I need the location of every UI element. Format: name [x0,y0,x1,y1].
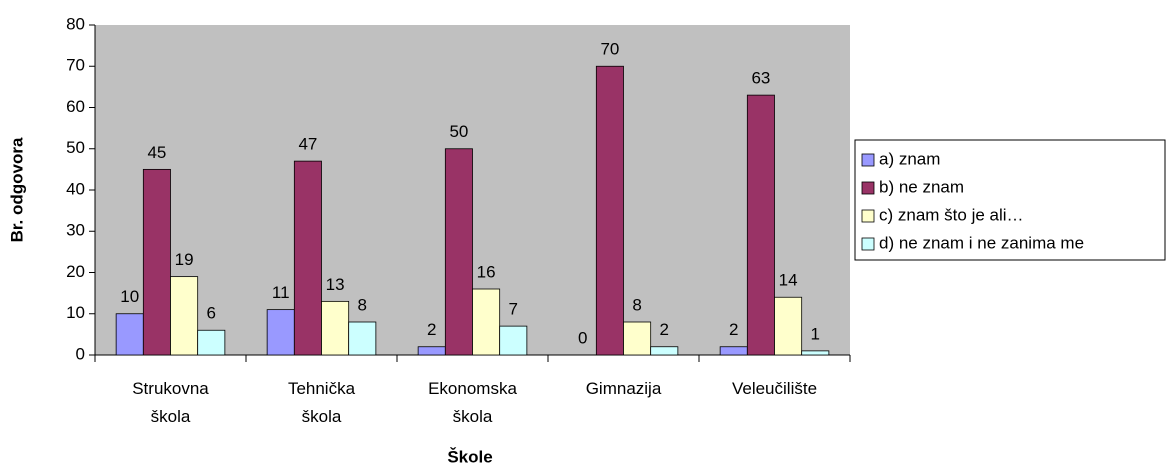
x-tick-label: Tehnička škola [288,379,356,426]
y-tick-label: 70 [66,56,85,75]
bar [348,321,377,356]
y-axis-title: Br. odgovora [7,137,26,242]
data-label: 11 [272,283,290,302]
bar [197,329,226,356]
data-label: 47 [298,135,317,154]
data-label: 2 [660,320,669,339]
bar [266,309,295,356]
bar [115,313,144,356]
legend-label: c) znam što je ali… [879,205,1024,224]
bar [417,346,446,356]
legend-label: b) ne znam [879,177,964,196]
legend-swatch [861,237,875,251]
bar [293,160,322,356]
y-tick-label: 0 [76,344,85,363]
y-tick-label: 40 [66,179,85,198]
bar [650,346,679,356]
data-label: 6 [207,304,216,323]
y-tick-label: 60 [66,97,85,116]
data-label: 2 [729,320,738,339]
legend-swatch [861,181,875,195]
legend-label: a) znam [879,149,940,168]
x-tick-label: Strukovna škola [132,379,209,426]
x-tick-label: Ekonomska škola [428,379,517,426]
legend-swatch [861,209,875,223]
bar [472,288,501,356]
bar [774,296,803,356]
data-label: 63 [751,69,770,88]
x-axis-title: Škole [447,447,492,466]
bar [746,94,775,356]
data-label: 10 [120,287,139,306]
x-tick-label: Veleučilište [732,379,817,398]
legend-swatch [861,153,875,167]
y-tick-label: 10 [66,303,85,322]
data-label: 1 [811,324,820,343]
y-tick-label: 80 [66,14,85,33]
y-tick-label: 50 [66,138,85,157]
bar [170,276,199,356]
bar [623,321,652,356]
legend-label: d) ne znam i ne zanima me [879,233,1084,252]
x-tick-label: Gimnazija [586,379,662,398]
y-tick-label: 30 [66,221,85,240]
data-label: 0 [578,328,587,347]
data-label: 50 [449,122,468,141]
bar [499,325,528,356]
bar [321,300,350,356]
data-label: 16 [477,262,496,281]
data-label: 8 [632,295,641,314]
data-label: 7 [509,300,518,319]
bar [595,65,624,356]
data-label: 19 [175,250,194,269]
legend-box [854,139,1166,261]
bar [142,168,171,356]
data-label: 2 [427,320,436,339]
bar [801,350,830,356]
data-label: 13 [326,275,345,294]
y-tick-label: 20 [66,262,85,281]
bar [444,148,473,356]
data-label: 8 [358,295,367,314]
data-label: 45 [147,143,166,162]
data-label: 14 [779,271,798,290]
bar [719,346,748,356]
data-label: 70 [600,40,619,59]
